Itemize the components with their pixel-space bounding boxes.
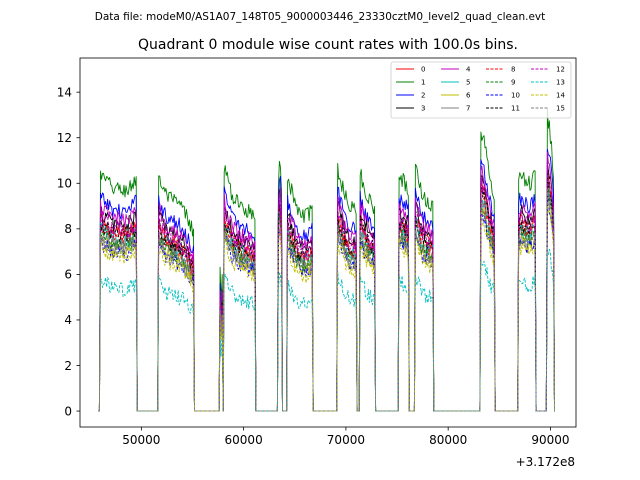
x-tick-label: 70000 [327,433,365,447]
legend-label-3: 3 [421,105,425,113]
legend-box [390,61,572,119]
y-tick-label: 4 [64,313,72,327]
legend-label-4: 4 [466,66,471,74]
legend-label-10: 10 [511,92,520,100]
series-line-4 [98,151,555,412]
plot-area [98,108,555,412]
series-line-13 [98,248,555,412]
legend-label-6: 6 [466,92,471,100]
chart-suptitle: Data file: modeM0/AS1A07_148T05_90000034… [95,11,546,23]
x-offset-label: +3.172e8 [516,455,575,469]
legend-label-12: 12 [556,66,565,74]
y-tick-label: 0 [64,404,72,418]
series-line-9 [98,188,555,412]
legend-label-14: 14 [556,92,565,100]
y-tick-label: 6 [64,268,72,282]
legend-label-13: 13 [556,79,565,87]
y-tick-label: 8 [64,222,72,236]
y-tick-label: 2 [64,359,72,373]
series-line-2 [98,148,555,412]
chart-title: Quadrant 0 module wise count rates with … [138,37,518,53]
legend-label-7: 7 [466,105,470,113]
x-tick-label: 90000 [531,433,569,447]
y-tick-label: 14 [57,85,72,99]
x-tick-label: 80000 [429,433,467,447]
axes-frame [79,57,577,428]
legend-label-8: 8 [511,66,515,74]
series-line-15 [98,188,555,412]
legend-label-11: 11 [511,105,520,113]
y-tick-label: 12 [57,131,72,145]
y-tick-label: 10 [57,177,72,191]
legend-label-1: 1 [421,79,425,87]
legend-label-15: 15 [556,105,565,113]
series-line-5 [98,173,555,412]
legend-label-0: 0 [421,66,425,74]
legend-label-2: 2 [421,92,425,100]
legend-label-5: 5 [466,79,470,87]
x-tick-label: 50000 [122,433,160,447]
series-line-14 [98,205,555,412]
legend-label-9: 9 [511,79,515,87]
x-tick-label: 60000 [225,433,263,447]
